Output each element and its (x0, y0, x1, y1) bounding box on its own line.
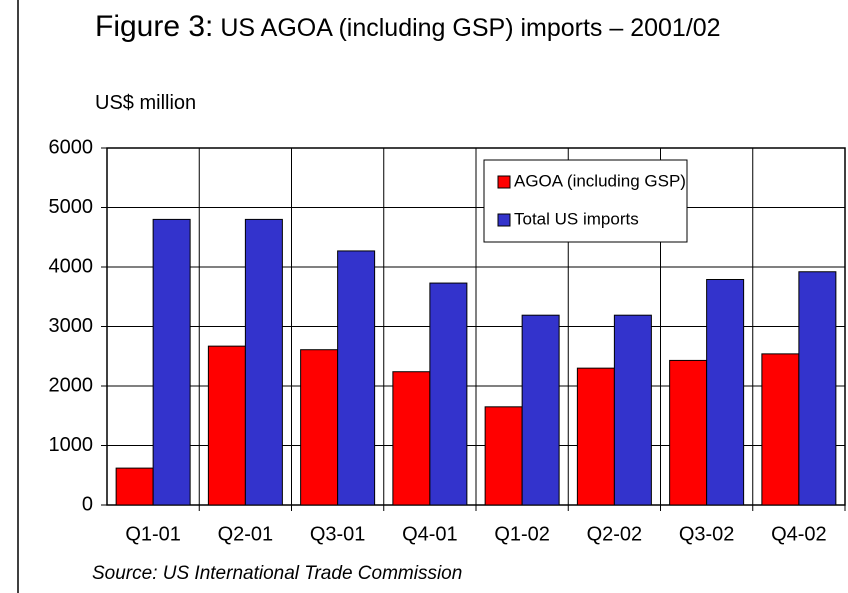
bar (484, 406, 523, 506)
bar (761, 353, 800, 506)
x-tick-label: Q4-02 (771, 523, 827, 545)
bar (244, 218, 283, 506)
legend-label: AGOA (including GSP) (514, 171, 686, 190)
x-tick-label: Q4-01 (402, 523, 458, 545)
legend-label: Total US imports (514, 209, 639, 228)
y-tick-label: 0 (82, 493, 93, 515)
y-tick-label: 2000 (49, 374, 94, 396)
source: Source: US International Trade Commissio… (92, 563, 463, 584)
bar (115, 467, 154, 506)
x-tick-label: Q3-01 (310, 523, 366, 545)
bar (669, 359, 708, 506)
bar (706, 278, 745, 506)
bar (152, 218, 191, 506)
bar (521, 314, 560, 506)
y-tick-label: 3000 (49, 315, 94, 337)
bar (207, 345, 246, 506)
bar (576, 367, 615, 506)
bar (337, 250, 376, 506)
legend-swatch (497, 213, 511, 227)
bar (429, 282, 468, 506)
x-tick-label: Q1-02 (494, 523, 550, 545)
bar (392, 371, 431, 506)
bar (798, 271, 837, 506)
x-tick-label: Q2-02 (587, 523, 643, 545)
chart-title: US AGOA (including GSP) imports – 2001/0… (220, 14, 721, 42)
chart-title-block: Figure 3: US AGOA (including GSP) import… (95, 12, 815, 43)
x-tick-label: Q3-02 (679, 523, 735, 545)
figure-label: Figure 3: (95, 10, 214, 43)
y-tick-label: 1000 (49, 434, 94, 456)
y-tick-label: 5000 (49, 196, 94, 218)
subtitle: US$ million (95, 92, 197, 114)
bar (300, 349, 339, 506)
y-tick-label: 4000 (49, 255, 94, 277)
x-tick-label: Q1-01 (125, 523, 181, 545)
legend-box (483, 159, 688, 243)
y-tick-label: 6000 (49, 136, 94, 158)
bar (613, 314, 652, 506)
x-tick-label: Q2-01 (218, 523, 274, 545)
legend-swatch (497, 175, 511, 189)
